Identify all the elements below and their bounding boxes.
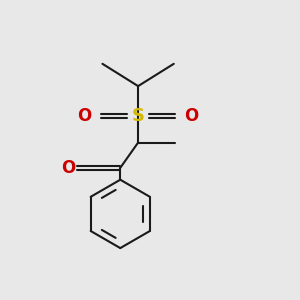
Text: O: O xyxy=(184,107,199,125)
Text: O: O xyxy=(77,107,92,125)
Text: S: S xyxy=(132,107,145,125)
Text: O: O xyxy=(61,159,75,177)
